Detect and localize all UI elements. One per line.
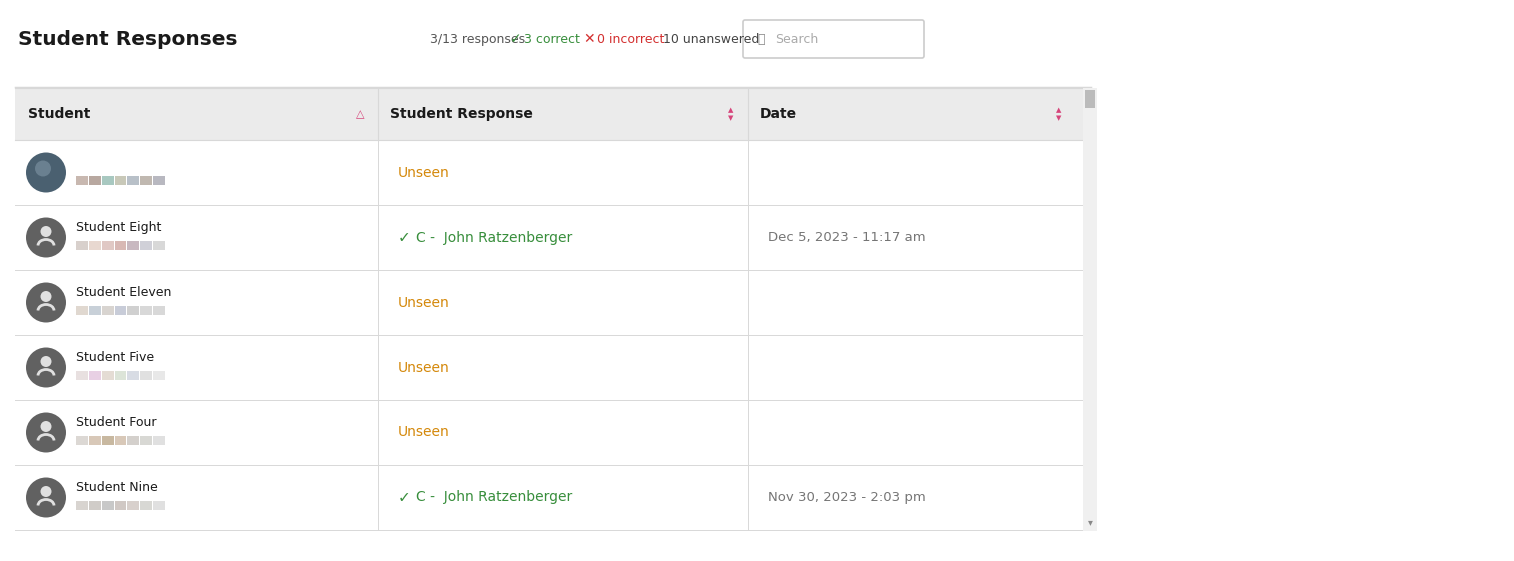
Bar <box>15 88 1090 140</box>
Text: C -  John Ratzenberger: C - John Ratzenberger <box>416 231 572 245</box>
Text: Student Responses: Student Responses <box>18 30 238 48</box>
Text: Search: Search <box>775 33 818 45</box>
Bar <box>76 306 88 315</box>
Bar <box>127 371 139 380</box>
Text: C -  John Ratzenberger: C - John Ratzenberger <box>416 490 572 504</box>
Circle shape <box>35 160 51 177</box>
Text: ✕: ✕ <box>583 32 595 46</box>
Text: Unseen: Unseen <box>398 165 450 180</box>
Bar <box>115 501 127 510</box>
Text: Student Eight: Student Eight <box>76 221 162 234</box>
Text: Student Response: Student Response <box>391 107 533 121</box>
Bar <box>115 306 127 315</box>
Circle shape <box>26 153 67 192</box>
Bar <box>115 371 127 380</box>
Circle shape <box>41 291 51 302</box>
Text: Dec 5, 2023 - 11:17 am: Dec 5, 2023 - 11:17 am <box>768 231 925 244</box>
Bar <box>153 501 165 510</box>
Bar <box>127 501 139 510</box>
Bar <box>127 241 139 250</box>
Text: ✓: ✓ <box>510 32 522 46</box>
Bar <box>1083 88 1098 531</box>
Text: Unseen: Unseen <box>398 296 450 310</box>
Bar <box>101 371 114 380</box>
Bar <box>101 436 114 445</box>
Bar <box>153 306 165 315</box>
Text: 3 correct: 3 correct <box>524 33 580 45</box>
Bar <box>153 241 165 250</box>
Bar <box>141 241 151 250</box>
Bar <box>141 306 151 315</box>
Text: Student Four: Student Four <box>76 416 156 429</box>
Circle shape <box>26 412 67 453</box>
Bar <box>115 176 127 185</box>
Text: 3/13 responses:: 3/13 responses: <box>430 33 530 45</box>
Bar <box>141 176 151 185</box>
Bar <box>89 176 101 185</box>
Bar <box>89 241 101 250</box>
Text: ✓: ✓ <box>398 490 410 505</box>
Bar <box>101 501 114 510</box>
Bar <box>115 436 127 445</box>
Bar <box>127 436 139 445</box>
Bar <box>115 241 127 250</box>
Circle shape <box>41 421 51 432</box>
Bar <box>15 335 1090 400</box>
Bar <box>15 400 1090 465</box>
Text: ▲: ▲ <box>1055 107 1061 113</box>
Bar <box>89 501 101 510</box>
Text: Unseen: Unseen <box>398 361 450 375</box>
Bar <box>153 371 165 380</box>
Bar <box>15 270 1090 335</box>
FancyBboxPatch shape <box>743 20 924 58</box>
Bar <box>76 371 88 380</box>
Text: Student Nine: Student Nine <box>76 481 157 494</box>
Bar <box>127 306 139 315</box>
Circle shape <box>26 218 67 257</box>
Bar <box>1086 90 1095 108</box>
Circle shape <box>26 477 67 517</box>
Bar <box>89 371 101 380</box>
Bar <box>15 140 1090 205</box>
Text: ✓: ✓ <box>398 230 410 245</box>
Text: Date: Date <box>760 107 798 121</box>
Bar <box>89 306 101 315</box>
Text: Unseen: Unseen <box>398 425 450 439</box>
Bar <box>76 501 88 510</box>
Text: ▼: ▼ <box>1055 115 1061 121</box>
Bar <box>76 241 88 250</box>
Circle shape <box>26 283 67 323</box>
Text: ▼: ▼ <box>728 115 733 121</box>
Text: Nov 30, 2023 - 2:03 pm: Nov 30, 2023 - 2:03 pm <box>768 491 925 504</box>
Bar <box>101 306 114 315</box>
Bar <box>76 436 88 445</box>
Bar <box>76 176 88 185</box>
Bar <box>141 371 151 380</box>
Bar <box>153 436 165 445</box>
Text: Student Five: Student Five <box>76 351 154 364</box>
Bar <box>127 176 139 185</box>
Bar <box>101 241 114 250</box>
Text: △: △ <box>356 109 365 119</box>
Bar <box>153 176 165 185</box>
Bar <box>141 501 151 510</box>
Text: ▲: ▲ <box>728 107 733 113</box>
Text: Student Eleven: Student Eleven <box>76 286 171 299</box>
Text: 0 incorrect: 0 incorrect <box>597 33 665 45</box>
Circle shape <box>41 226 51 237</box>
Text: 🔍: 🔍 <box>757 33 765 45</box>
Text: Student: Student <box>27 107 91 121</box>
Circle shape <box>26 347 67 388</box>
Bar <box>15 205 1090 270</box>
Text: ▾: ▾ <box>1087 517 1093 527</box>
Text: 10 unanswered: 10 unanswered <box>663 33 760 45</box>
Circle shape <box>41 356 51 367</box>
Bar <box>89 436 101 445</box>
Bar <box>101 176 114 185</box>
Bar <box>15 465 1090 530</box>
Bar <box>141 436 151 445</box>
Circle shape <box>41 486 51 497</box>
